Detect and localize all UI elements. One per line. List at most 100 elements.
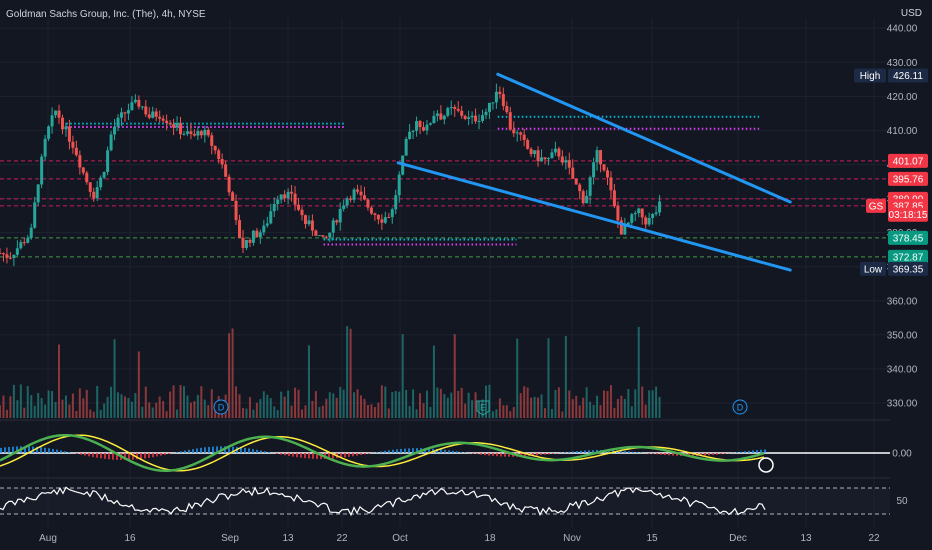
volume-bar (144, 386, 147, 418)
macd-histogram-bar (196, 448, 198, 453)
candle-body (369, 207, 373, 214)
volume-bar (2, 395, 5, 418)
candle-body (57, 110, 61, 118)
macd-histogram-bar (656, 453, 658, 455)
candle-body (477, 120, 481, 122)
candle-body (356, 189, 360, 192)
volume-bar (210, 389, 213, 418)
volume-bar (446, 397, 449, 418)
volume-bar (196, 394, 199, 418)
rsi-panel (0, 477, 890, 517)
currency-label[interactable]: USD (900, 8, 922, 19)
price-axis-label: 401.07 (893, 156, 924, 167)
x-tick-label: 22 (336, 533, 348, 544)
candle-body (439, 113, 443, 120)
y-tick-label: 360.00 (887, 296, 918, 307)
macd-histogram-bar (628, 451, 630, 453)
macd-histogram-bar (288, 453, 290, 456)
candle-body (422, 127, 426, 131)
candle-body (255, 230, 259, 237)
volume-bar (554, 389, 557, 418)
macd-histogram-bar (368, 453, 370, 454)
candle-body (362, 195, 366, 200)
volume-bar (380, 385, 383, 418)
price-axis-badge (888, 207, 928, 222)
candle-body (338, 208, 342, 223)
volume-bar (162, 401, 165, 418)
candle-body (276, 199, 280, 205)
candle-body (605, 170, 609, 178)
macd-histogram-bar (676, 453, 678, 456)
volume-bar (113, 339, 116, 418)
volume-bar (266, 394, 269, 418)
candle-body (244, 239, 248, 248)
candle-body (95, 187, 99, 199)
candle-body (74, 147, 78, 156)
macd-histogram-bar (492, 453, 494, 456)
candle-body (158, 116, 162, 119)
volume-bars (0, 326, 661, 418)
candle-body (85, 172, 89, 183)
volume-bar (616, 398, 619, 418)
macd-histogram-bar (164, 453, 166, 455)
candle-body (0, 253, 2, 255)
candle-body (324, 236, 328, 238)
volume-bar (412, 389, 415, 418)
volume-bar (110, 386, 113, 418)
rsi-line (0, 486, 766, 517)
macd-histogram-bar (504, 453, 506, 457)
price-axis-label: 03:18:15 (889, 210, 928, 221)
volume-bar (526, 387, 529, 418)
macd-histogram-bar (56, 449, 58, 453)
price-axis-label: 426.11 (893, 71, 923, 82)
volume-bar (123, 396, 126, 418)
macd-histogram-bar (748, 450, 750, 453)
volume-bar (307, 345, 310, 418)
macd-histogram-bar (168, 453, 170, 454)
volume-bar (37, 392, 40, 418)
macd-histogram-bar (360, 453, 362, 455)
volume-bar (530, 397, 533, 418)
volume-bar (203, 399, 206, 418)
candle-body (144, 106, 148, 115)
candle-body (172, 124, 176, 128)
price-axis-badge (888, 249, 928, 264)
candle-body (50, 115, 54, 127)
x-tick-label: Dec (729, 533, 747, 544)
price-tag-label: GS (869, 201, 884, 212)
volume-bar (189, 402, 192, 418)
macd-histogram-bar (12, 446, 14, 453)
volume-bar (478, 400, 481, 418)
candle-body (99, 177, 103, 188)
volume-bar (179, 384, 182, 418)
candle-body (474, 115, 478, 122)
candle-body (328, 232, 332, 238)
macd-histogram-bar (344, 453, 346, 458)
candle-body (279, 194, 283, 200)
volume-bar (141, 406, 144, 418)
candle-body (88, 182, 92, 192)
macd-histogram-bar (104, 453, 106, 459)
macd-histogram-bar (8, 446, 10, 453)
macd-histogram-bar (720, 453, 722, 455)
macd-histogram-bar (356, 453, 358, 456)
candle-body (526, 140, 530, 149)
candle-body (449, 106, 453, 109)
volume-bar (568, 390, 571, 418)
macd-histogram-bar (488, 453, 490, 456)
candle-body (203, 129, 207, 136)
candle-body (102, 171, 106, 178)
candle-body (168, 123, 172, 125)
volume-bar (301, 409, 304, 418)
macd-histogram-bar (536, 453, 538, 456)
candle-body (456, 108, 460, 111)
volume-bar (19, 384, 22, 418)
volume-bar (318, 406, 321, 418)
volume-bar (297, 389, 300, 418)
macd-histogram-bar (96, 453, 98, 458)
candle-body (307, 220, 311, 225)
volume-bar (314, 391, 317, 418)
volume-bar (252, 409, 255, 418)
macd-histogram-bar (244, 447, 246, 453)
